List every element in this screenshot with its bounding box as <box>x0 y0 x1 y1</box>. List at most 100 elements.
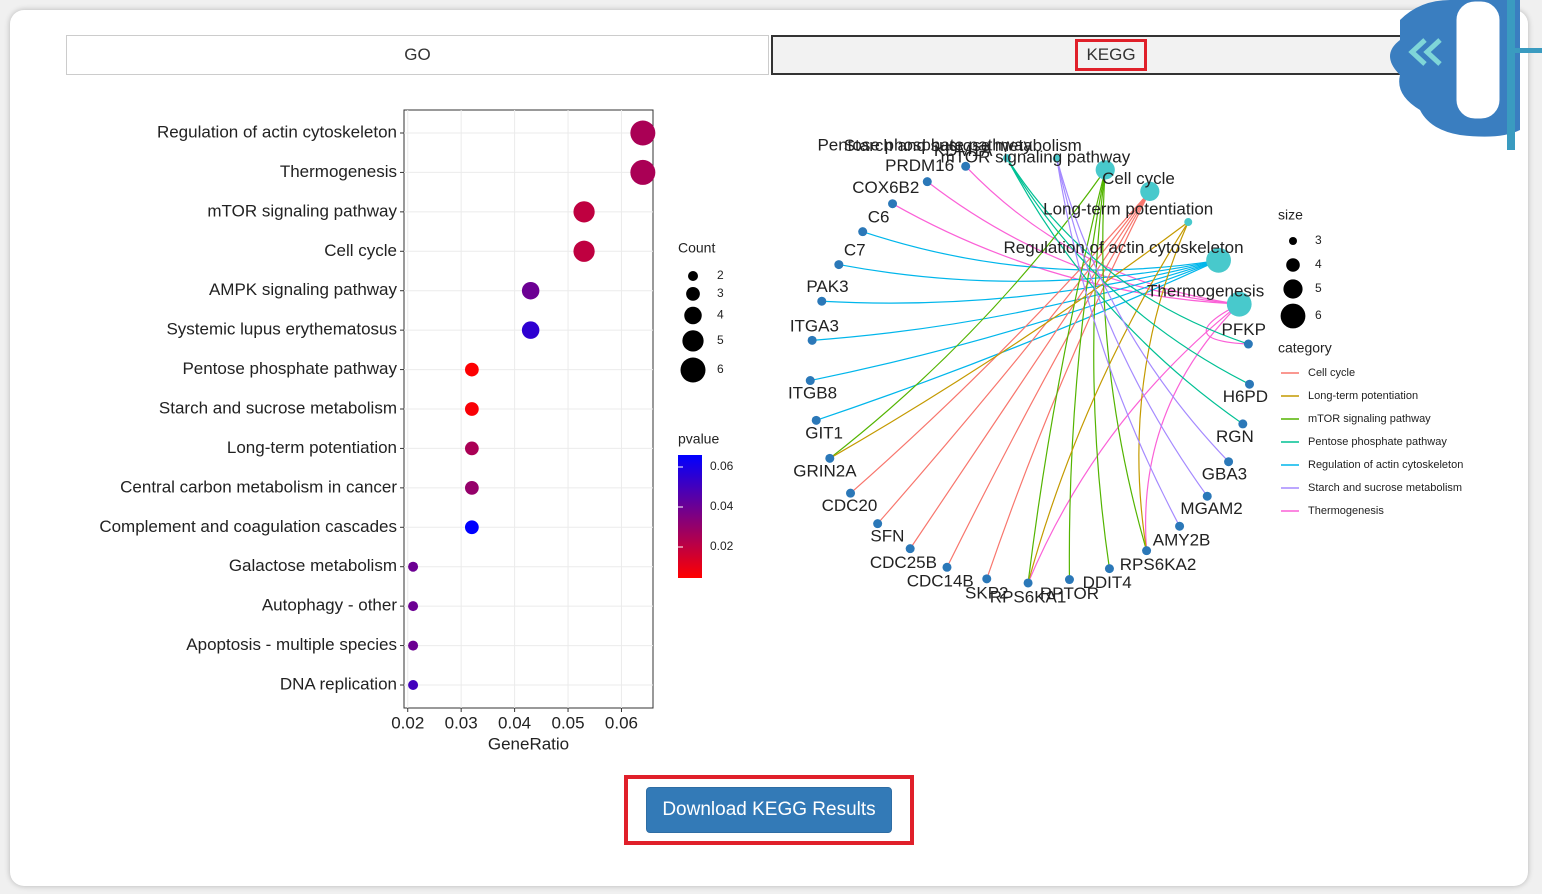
edge <box>850 190 1151 494</box>
category-label: Thermogenesis <box>1147 282 1264 301</box>
edge <box>877 190 1151 525</box>
size-legend-label: 2 <box>717 268 724 282</box>
corner-icon <box>1390 0 1542 150</box>
category-legend-label: Starch and sucrose metabolism <box>1308 482 1462 494</box>
color-tick-label: 0.02 <box>710 539 734 553</box>
gene-label: AMY2B <box>1153 531 1211 550</box>
edge <box>829 169 1106 459</box>
edge <box>1138 221 1189 551</box>
gene-node <box>834 260 844 270</box>
color-legend-title: pvalue <box>678 431 719 447</box>
category-node <box>1206 247 1231 273</box>
color-tick-label: 0.06 <box>710 459 734 473</box>
size-legend-key <box>688 271 698 281</box>
x-tick-label: 0.05 <box>551 713 584 732</box>
edge <box>838 259 1219 282</box>
gene-node <box>858 227 868 237</box>
edge <box>946 191 1151 568</box>
go-tab[interactable]: GO <box>66 35 769 75</box>
size-legend-label: 4 <box>717 308 724 322</box>
gene-node <box>1202 491 1212 501</box>
dot <box>464 362 479 377</box>
edge <box>1056 158 1230 463</box>
dot <box>464 480 479 495</box>
gene-node <box>825 453 835 463</box>
edge <box>1056 158 1208 497</box>
dot <box>521 281 540 300</box>
x-tick-label: 0.03 <box>445 713 478 732</box>
category-label: Starch and sucrose metabolism <box>844 136 1082 155</box>
x-axis-title: GeneRatio <box>488 734 569 753</box>
dot <box>630 159 656 185</box>
gene-node <box>1023 578 1033 588</box>
edge <box>812 259 1219 341</box>
edge <box>1006 157 1249 345</box>
gene-label: DDIT4 <box>1083 573 1132 592</box>
kegg-tab-label: KEGG <box>1075 39 1147 71</box>
category-node <box>1003 154 1012 163</box>
x-tick-label: 0.04 <box>498 713 531 732</box>
edge <box>1027 303 1240 584</box>
gene-node <box>1142 546 1152 556</box>
edge <box>1027 169 1106 584</box>
x-tick-label: 0.06 <box>605 713 638 732</box>
edge <box>829 221 1189 459</box>
gene-label: GBA3 <box>1202 465 1247 484</box>
edge <box>909 191 1151 549</box>
category-label: Pentose phosphate pathway <box>817 136 1032 155</box>
y-tick-label: Complement and coagulation cascades <box>99 517 397 536</box>
category-node <box>1226 291 1252 317</box>
gene-label: RPTOR <box>1040 584 1099 603</box>
color-tick-label: 0.04 <box>710 499 734 513</box>
y-tick-label: Systemic lupus erythematosus <box>166 320 397 339</box>
y-tick-label: Thermogenesis <box>280 162 397 181</box>
gene-node <box>805 376 815 386</box>
size-legend-key <box>1289 237 1297 245</box>
gene-node <box>982 574 992 584</box>
gene-node <box>961 161 971 171</box>
size-legend-label: 6 <box>1315 308 1322 322</box>
dot <box>573 201 595 223</box>
category-node <box>1095 160 1115 180</box>
gene-node <box>817 296 827 306</box>
edge <box>1027 221 1189 584</box>
dot <box>408 680 419 690</box>
category-legend-title: category <box>1278 340 1332 356</box>
edge <box>1056 158 1181 527</box>
y-tick-label: Regulation of actin cytoskeleton <box>157 122 397 141</box>
category-legend-label: mTOR signaling pathway <box>1308 413 1431 425</box>
gene-node <box>807 335 817 345</box>
category-legend-label: Pentose phosphate pathway <box>1308 436 1447 448</box>
x-tick-label: 0.02 <box>391 713 424 732</box>
y-tick-label: Starch and sucrose metabolism <box>159 398 397 417</box>
category-label: Cell cycle <box>1102 169 1175 188</box>
gene-label: KDM1A <box>934 141 993 160</box>
gene-label: CDC14B <box>907 572 974 591</box>
category-legend-label: Thermogenesis <box>1308 505 1384 517</box>
size-legend-label: 3 <box>1315 233 1322 247</box>
download-button[interactable]: Download KEGG Results <box>646 787 892 833</box>
size-legend-key <box>682 330 704 352</box>
size-legend-key <box>684 306 702 325</box>
edge <box>1205 303 1249 345</box>
gene-label: ITGA3 <box>790 316 839 335</box>
y-tick-label: Cell cycle <box>324 241 397 260</box>
size-legend-key <box>1280 303 1306 329</box>
gene-node <box>1243 339 1253 349</box>
y-tick-label: AMPK signaling pathway <box>209 280 398 299</box>
category-label: Long-term potentiation <box>1043 200 1213 219</box>
dot <box>521 321 540 339</box>
gene-label: PFKP <box>1222 320 1266 339</box>
gene-label: CDC20 <box>822 496 878 515</box>
gene-label: C6 <box>868 208 890 227</box>
category-legend-label: Regulation of actin cytoskeleton <box>1308 459 1463 471</box>
y-tick-label: DNA replication <box>280 674 397 693</box>
edge <box>892 203 1240 305</box>
gene-node <box>1224 457 1234 467</box>
dot <box>464 402 479 416</box>
card <box>10 10 1528 886</box>
size-legend-label: 6 <box>717 362 724 376</box>
gene-node <box>1104 564 1114 574</box>
edge <box>1068 169 1106 580</box>
